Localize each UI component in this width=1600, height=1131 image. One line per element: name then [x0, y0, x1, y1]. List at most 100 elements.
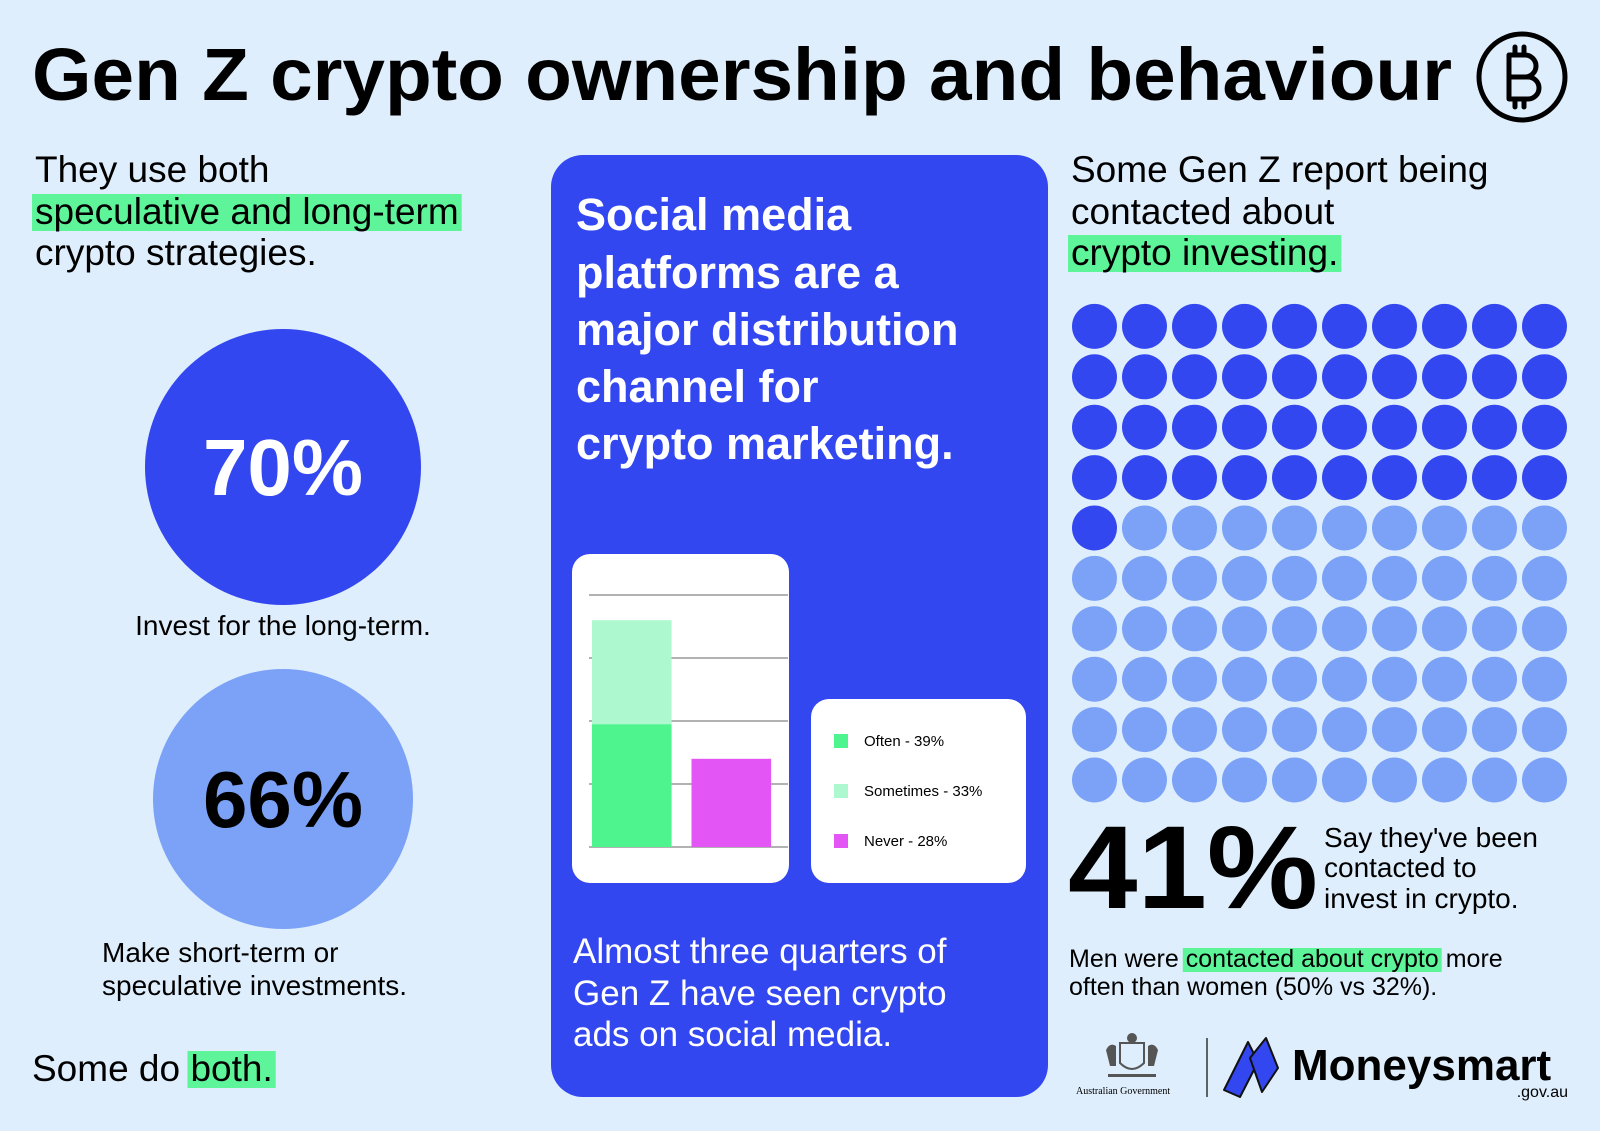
- moneysmart-icon: [1223, 1037, 1279, 1098]
- waffle-dot-empty: [1322, 606, 1367, 652]
- waffle-dot-empty: [1072, 656, 1117, 702]
- stat-caption: speculative investments.: [102, 970, 407, 1001]
- waffle-dot-empty: [1272, 707, 1317, 753]
- stat-value: 70%: [203, 423, 363, 512]
- waffle-dot: [1422, 404, 1467, 450]
- waffle-dot-empty: [1322, 707, 1367, 753]
- waffle-dot-empty: [1422, 505, 1467, 551]
- waffle-dot: [1272, 404, 1317, 450]
- waffle-dot-empty: [1422, 656, 1467, 702]
- waffle-dot-empty: [1122, 757, 1167, 803]
- waffle-dot: [1522, 455, 1567, 501]
- middle-heading: crypto marketing.: [576, 418, 954, 469]
- waffle-dot-empty: [1222, 555, 1267, 601]
- waffle-caption: Say they've been: [1324, 822, 1538, 853]
- waffle-dot: [1072, 404, 1117, 450]
- legend-swatch: [834, 734, 848, 748]
- waffle-dot: [1122, 455, 1167, 501]
- waffle-dot-empty: [1172, 505, 1217, 551]
- right-note: often than women (50% vs 32%).: [1069, 973, 1437, 1001]
- waffle-caption: contacted to: [1324, 852, 1477, 883]
- waffle-dot: [1272, 303, 1317, 349]
- waffle-dot-empty: [1272, 505, 1317, 551]
- waffle-dot: [1372, 354, 1417, 400]
- waffle-dot: [1322, 354, 1367, 400]
- left-heading: crypto strategies.: [35, 232, 317, 273]
- waffle-dot: [1222, 354, 1267, 400]
- stat-circle: [153, 669, 413, 929]
- waffle-dot-empty: [1222, 505, 1267, 551]
- waffle-dot-empty: [1222, 606, 1267, 652]
- left-footer: Some do: [32, 1048, 180, 1089]
- bar-segment: [691, 758, 772, 847]
- waffle-dot-empty: [1422, 555, 1467, 601]
- right-note: more: [1446, 945, 1503, 973]
- waffle-dot-empty: [1322, 757, 1367, 803]
- legend-label: Often - 39%: [864, 733, 944, 750]
- middle-heading: Social media: [576, 189, 852, 240]
- waffle-dot: [1472, 404, 1517, 450]
- stat-caption: Invest for the long-term.: [135, 610, 431, 641]
- legend-label: Never - 28%: [864, 833, 947, 850]
- waffle-dot-empty: [1472, 555, 1517, 601]
- waffle-dot-empty: [1272, 555, 1317, 601]
- waffle-dot: [1172, 303, 1217, 349]
- waffle-dot-empty: [1522, 505, 1567, 551]
- waffle-dot-empty: [1222, 757, 1267, 803]
- government-crest: [1106, 1033, 1158, 1077]
- right-heading: contacted about: [1071, 191, 1335, 232]
- middle-heading: platforms are a: [576, 247, 900, 298]
- waffle-dot-empty: [1322, 656, 1367, 702]
- waffle-dot: [1372, 455, 1417, 501]
- waffle-dot-empty: [1522, 555, 1567, 601]
- right-heading: Some Gen Z report being: [1071, 149, 1489, 190]
- highlight: [187, 1051, 276, 1088]
- waffle-dot: [1472, 354, 1517, 400]
- left-footer: both.: [190, 1048, 272, 1089]
- stat-value: 66%: [203, 755, 363, 844]
- waffle-dot: [1072, 354, 1117, 400]
- waffle-dot: [1122, 303, 1167, 349]
- waffle-dot-empty: [1472, 656, 1517, 702]
- waffle-dot-empty: [1222, 656, 1267, 702]
- waffle-caption: invest in crypto.: [1324, 883, 1519, 914]
- waffle-dot-empty: [1422, 606, 1467, 652]
- waffle-dot-empty: [1172, 656, 1217, 702]
- waffle-value-label: 41%: [1068, 802, 1318, 934]
- highlight: [32, 194, 462, 231]
- waffle-dot: [1372, 404, 1417, 450]
- waffle-dot-empty: [1322, 505, 1367, 551]
- waffle-dot-empty: [1372, 707, 1417, 753]
- waffle-dot: [1422, 354, 1467, 400]
- waffle-dot-empty: [1372, 555, 1417, 601]
- middle-footer: Gen Z have seen crypto: [573, 974, 947, 1013]
- middle-footer: Almost three quarters of: [573, 932, 947, 971]
- waffle-dot: [1222, 303, 1267, 349]
- waffle-dot-empty: [1522, 757, 1567, 803]
- waffle-dot: [1172, 354, 1217, 400]
- left-heading: speculative and long-term: [35, 191, 459, 232]
- waffle-dot: [1222, 404, 1267, 450]
- waffle-dot: [1522, 303, 1567, 349]
- waffle-dot: [1072, 455, 1117, 501]
- waffle-dot: [1472, 303, 1517, 349]
- waffle-dot-empty: [1122, 555, 1167, 601]
- waffle-dot: [1522, 354, 1567, 400]
- waffle-dot-empty: [1322, 555, 1367, 601]
- waffle-dot-empty: [1122, 656, 1167, 702]
- waffle-dot-empty: [1472, 757, 1517, 803]
- legend-swatch: [834, 834, 848, 848]
- waffle-dot-empty: [1122, 707, 1167, 753]
- government-label: Australian Government: [1076, 1086, 1170, 1097]
- waffle-dot-empty: [1372, 606, 1417, 652]
- legend-box: [811, 699, 1026, 883]
- middle-heading: major distribution: [576, 304, 959, 355]
- waffle-dot-empty: [1172, 606, 1217, 652]
- waffle-dot: [1272, 455, 1317, 501]
- waffle-dot-empty: [1522, 707, 1567, 753]
- waffle-dot-empty: [1072, 707, 1117, 753]
- waffle-dot-empty: [1222, 707, 1267, 753]
- waffle-dot-empty: [1072, 555, 1117, 601]
- waffle-dot-empty: [1522, 606, 1567, 652]
